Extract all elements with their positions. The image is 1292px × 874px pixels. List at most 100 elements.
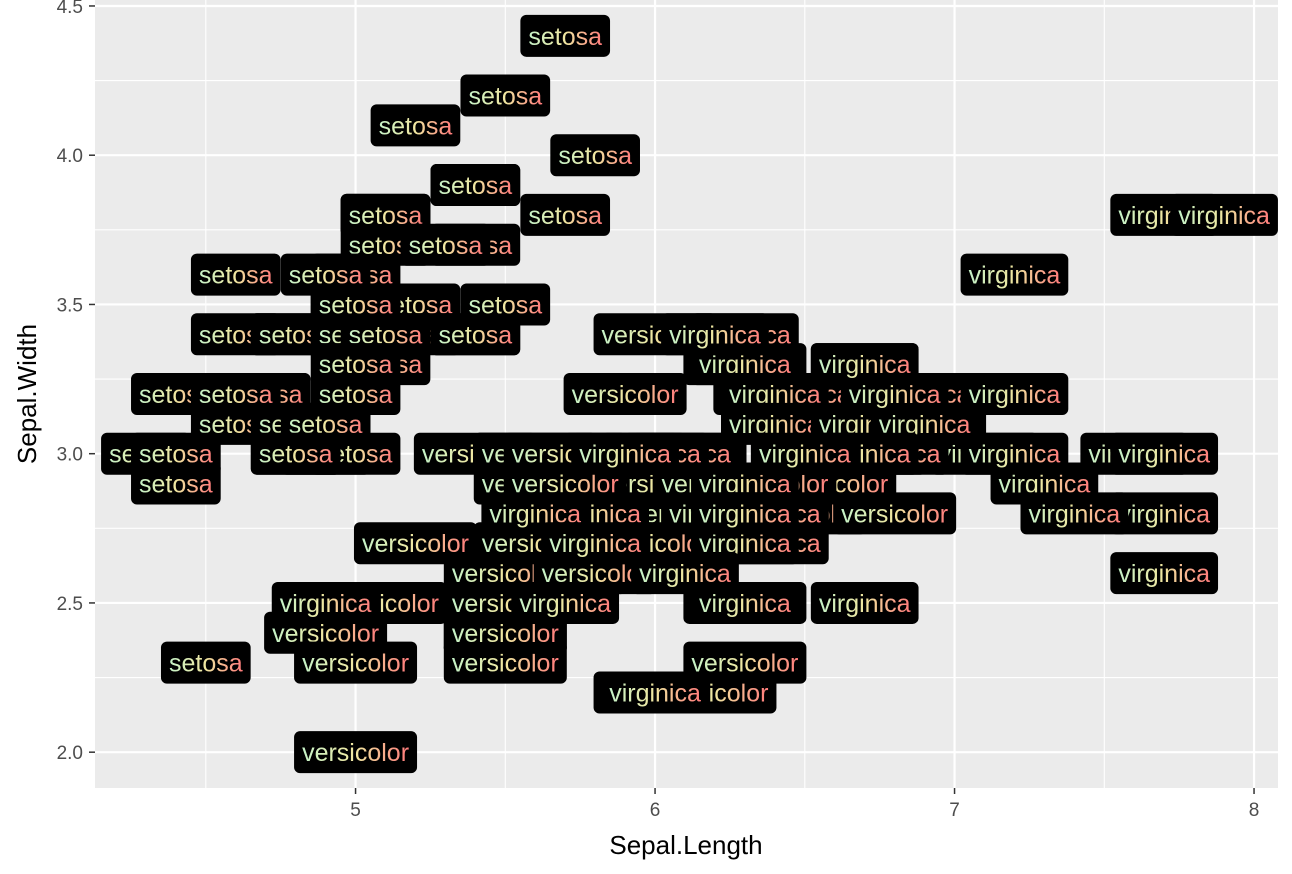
point-label-box: [294, 731, 418, 774]
axes: 5 6 7 8 2.0 2.5 3.0 3.5 4.0 4.5: [57, 0, 1260, 821]
point-label-text: setosa: [439, 321, 513, 349]
point-label-box: [563, 373, 687, 415]
point-label-text: virginica: [519, 590, 611, 618]
point-label: setosa: [460, 74, 551, 117]
point-label: setosa: [131, 432, 221, 475]
point-label-text: virginica: [579, 441, 671, 469]
point-label-box: [1020, 492, 1129, 535]
point-label: virginica: [571, 432, 679, 475]
point-label-box: [750, 432, 859, 475]
point-label-text: virginica: [819, 351, 911, 379]
point-label-text: versicolor: [572, 381, 679, 409]
point-label: virginica: [960, 432, 1069, 475]
point-label: setosa: [520, 14, 611, 57]
point-label-box: [310, 283, 401, 326]
point-label: setosa: [190, 253, 281, 296]
point-label: virginica: [271, 581, 380, 624]
point-label-box: [190, 373, 281, 415]
point-label-text: virginica: [1118, 500, 1210, 528]
point-label: virginica: [541, 522, 650, 565]
point-label-text: setosa: [558, 142, 632, 170]
point-label-box: [571, 432, 679, 475]
point-label-text: virginica: [819, 590, 911, 618]
point-label-box: [430, 164, 521, 207]
point-label: virginica: [601, 671, 709, 714]
y-tick-label: 3.0: [57, 445, 83, 466]
point-label-text: setosa: [528, 23, 602, 51]
point-label-box: [960, 373, 1069, 415]
point-label: versicolor: [294, 731, 418, 774]
point-label-text: setosa: [439, 172, 513, 200]
point-label: virginica: [691, 492, 799, 535]
point-label-text: virginica: [1178, 202, 1270, 230]
point-label-box: [370, 104, 461, 147]
point-label-box: [960, 253, 1069, 296]
point-label-box: [541, 522, 650, 565]
y-axis-title: Sepal.Width: [12, 324, 42, 464]
point-label-text: setosa: [139, 441, 213, 469]
point-label-box: [601, 671, 709, 714]
point-label: virginica: [1110, 492, 1219, 535]
point-label: setosa: [310, 283, 401, 326]
point-label-box: [271, 581, 380, 624]
point-label-text: virginica: [699, 500, 791, 528]
point-label: versicolor: [294, 641, 418, 684]
point-label-box: [691, 581, 799, 624]
point-label-text: virginica: [849, 381, 941, 409]
point-label-text: setosa: [139, 471, 213, 499]
point-label: virginica: [1170, 193, 1278, 236]
point-label-text: virginica: [549, 530, 641, 558]
point-label-text: setosa: [468, 291, 542, 319]
point-label-box: [520, 193, 611, 236]
point-label-box: [810, 343, 919, 386]
point-label: setosa: [250, 432, 341, 475]
y-tick-label: 4.0: [57, 146, 83, 167]
point-label-text: virginica: [969, 262, 1061, 290]
x-tick-label: 7: [949, 800, 960, 821]
point-label: virginica: [960, 373, 1069, 415]
point-label-box: [833, 492, 957, 535]
point-label-text: setosa: [319, 351, 393, 379]
point-label-box: [683, 641, 807, 684]
y-tick-label: 4.5: [57, 0, 83, 18]
point-label-box: [310, 343, 401, 386]
point-label: setosa: [520, 193, 611, 236]
point-label-text: setosa: [199, 381, 273, 409]
y-tick-label: 3.5: [57, 295, 83, 316]
point-label-box: [250, 432, 341, 475]
point-label-box: [550, 134, 640, 177]
point-label-text: setosa: [409, 232, 483, 260]
point-label-text: virginica: [669, 321, 761, 349]
point-label-text: virginica: [1028, 500, 1120, 528]
x-tick-label: 5: [350, 800, 361, 821]
point-label: setosa: [430, 164, 521, 207]
point-label: virginica: [1110, 432, 1219, 475]
point-label: setosa: [460, 283, 551, 326]
point-label-box: [400, 223, 491, 266]
point-label-text: virginica: [609, 679, 701, 707]
point-label-text: versicolor: [452, 620, 559, 648]
point-label: virginica: [810, 581, 919, 624]
x-tick-label: 8: [1249, 800, 1260, 821]
point-label-text: virginica: [1118, 441, 1210, 469]
point-label: versicolor: [683, 641, 807, 684]
point-label-text: versicolor: [302, 739, 409, 767]
point-label-text: setosa: [528, 202, 602, 230]
point-label-text: virginica: [969, 441, 1061, 469]
point-label-text: virginica: [699, 590, 791, 618]
point-label-box: [1110, 492, 1219, 535]
point-label-box: [190, 253, 281, 296]
point-label-text: setosa: [319, 291, 393, 319]
point-label-box: [960, 432, 1069, 475]
point-label-box: [691, 492, 799, 535]
point-label: setosa: [370, 104, 461, 147]
point-label-box: [460, 74, 551, 117]
data-labels: setosasetosasetosasetosasetosasetosaseto…: [101, 14, 1278, 774]
point-label-text: versicolor: [691, 650, 798, 678]
point-label: setosa: [310, 343, 401, 386]
point-label: virginica: [810, 343, 919, 386]
point-label: virginica: [1020, 492, 1129, 535]
point-label: setosa: [550, 134, 640, 177]
point-label-text: virginica: [280, 590, 372, 618]
point-label: versicolor: [833, 492, 957, 535]
